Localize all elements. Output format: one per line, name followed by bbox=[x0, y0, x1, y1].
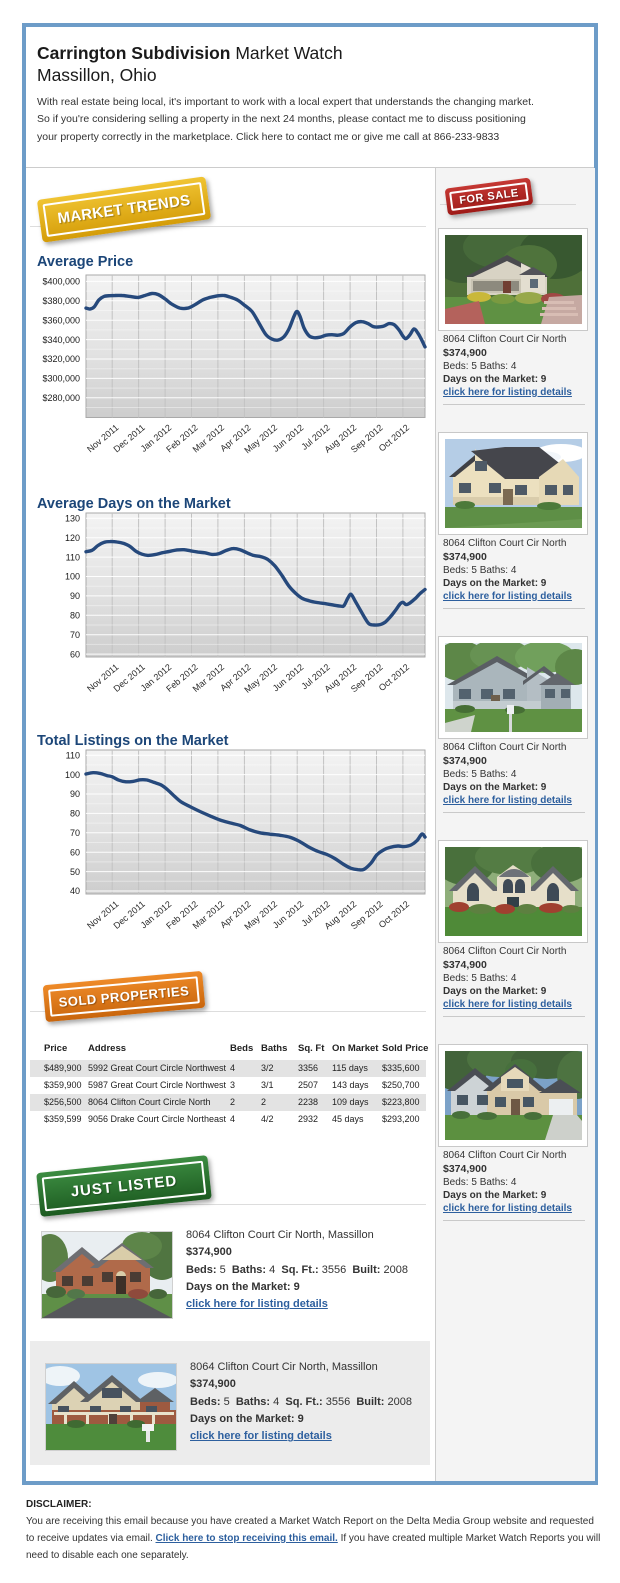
svg-text:100: 100 bbox=[65, 770, 80, 780]
svg-text:50: 50 bbox=[70, 867, 80, 877]
svg-text:110: 110 bbox=[66, 750, 80, 760]
svg-text:120: 120 bbox=[65, 533, 80, 543]
svg-text:$360,000: $360,000 bbox=[42, 315, 80, 325]
svg-text:110: 110 bbox=[66, 552, 80, 562]
svg-text:$300,000: $300,000 bbox=[42, 374, 80, 384]
svg-text:130: 130 bbox=[65, 514, 80, 524]
svg-text:90: 90 bbox=[70, 591, 80, 601]
svg-text:$340,000: $340,000 bbox=[42, 335, 80, 345]
svg-text:40: 40 bbox=[70, 886, 80, 896]
svg-text:80: 80 bbox=[70, 611, 80, 621]
svg-text:100: 100 bbox=[65, 572, 80, 582]
svg-text:60: 60 bbox=[70, 649, 80, 659]
svg-text:$400,000: $400,000 bbox=[42, 277, 80, 287]
svg-text:90: 90 bbox=[70, 789, 80, 799]
svg-text:70: 70 bbox=[70, 828, 80, 838]
svg-text:$320,000: $320,000 bbox=[42, 354, 80, 364]
svg-text:60: 60 bbox=[70, 847, 80, 857]
svg-text:80: 80 bbox=[70, 809, 80, 819]
svg-text:70: 70 bbox=[70, 630, 80, 640]
svg-text:$280,000: $280,000 bbox=[42, 393, 80, 403]
svg-text:$380,000: $380,000 bbox=[42, 296, 80, 306]
